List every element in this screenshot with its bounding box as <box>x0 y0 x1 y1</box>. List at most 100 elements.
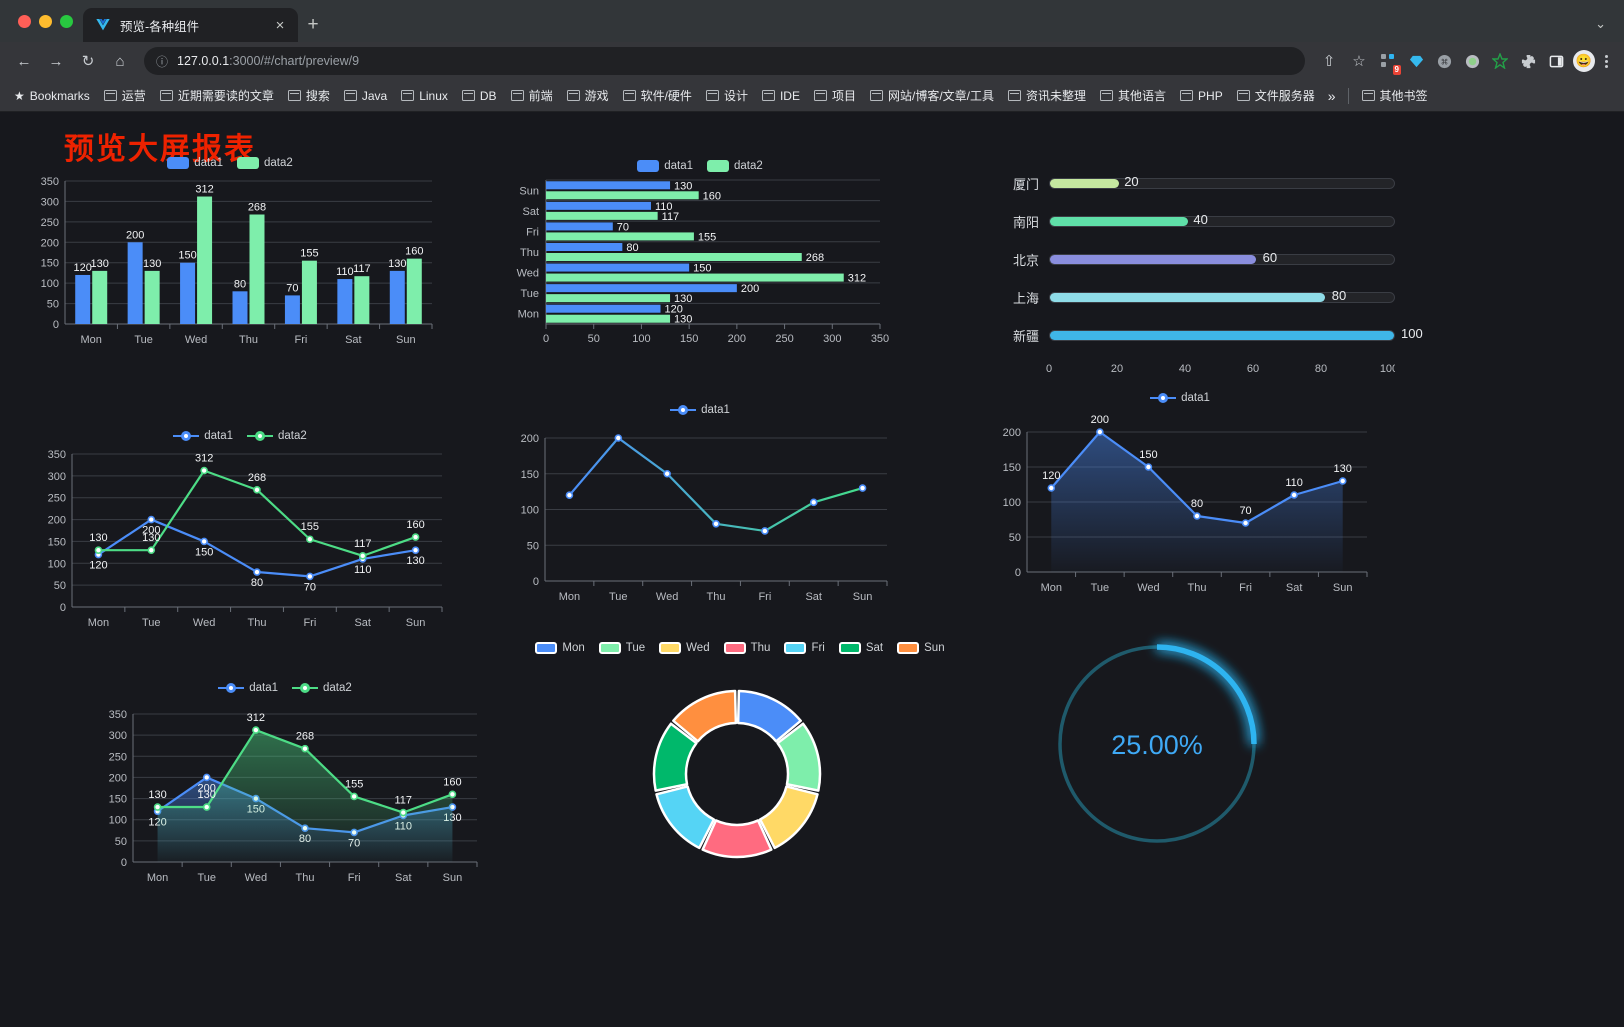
point-value-label: 130 <box>1334 463 1352 475</box>
progress-fill <box>1050 292 1326 302</box>
close-tab-button[interactable]: × <box>275 16 285 34</box>
legend-item-Mon[interactable]: Mon <box>535 642 585 654</box>
bookmark-folder-资讯未整理[interactable]: 资讯未整理 <box>1002 84 1092 107</box>
bookmark-folder-Java[interactable]: Java <box>338 86 393 106</box>
legend-item-Tue[interactable]: Tue <box>598 642 645 654</box>
legend-item-data2[interactable]: data2 <box>247 430 307 442</box>
folder-icon <box>103 90 117 101</box>
profile-avatar[interactable]: 😀 <box>1571 48 1597 74</box>
legend-item-data1[interactable]: data1 <box>670 404 730 416</box>
legend-item-data1[interactable]: data1 <box>167 157 223 169</box>
bookmark-folder-近期需要读的文章[interactable]: 近期需要读的文章 <box>154 84 280 107</box>
bookmark-star-icon[interactable]: ☆ <box>1352 53 1366 70</box>
site-info-icon[interactable]: ⓘ <box>156 54 169 69</box>
point-value-label: 160 <box>406 519 424 531</box>
share-icon[interactable]: ⇧ <box>1322 53 1336 70</box>
diamond-icon[interactable] <box>1403 48 1429 74</box>
reload-button[interactable]: ↻ <box>81 53 95 70</box>
star-outline-green-icon[interactable] <box>1487 48 1513 74</box>
bookmark-folder-软件/硬件[interactable]: 软件/硬件 <box>617 84 698 107</box>
x-tick-label: Fri <box>303 617 316 629</box>
bookmark-folder-其他语言[interactable]: 其他语言 <box>1094 84 1172 107</box>
legend-item-data2[interactable]: data2 <box>707 160 763 172</box>
chart-area-two-series: data1 data2 0 50 100 150 200 250 300 350 Mon Tue W… <box>85 682 485 894</box>
y-tick-label: 350 <box>48 449 66 461</box>
legend-item-Sun[interactable]: Sun <box>897 642 945 654</box>
legend-item-data1[interactable]: data1 <box>218 682 278 694</box>
bar-value-label: 110 <box>655 201 673 213</box>
donut-slice-Sun <box>672 689 738 743</box>
legend-area-two-series: data1 data2 <box>85 682 485 694</box>
circle-icon[interactable] <box>1459 48 1485 74</box>
x-tick-label: Wed <box>185 334 207 346</box>
legend-item-Wed[interactable]: Wed <box>659 642 710 654</box>
close-window-button[interactable] <box>18 14 31 28</box>
legend-swatch-Thu <box>723 642 746 654</box>
bookmark-label: DB <box>479 88 497 103</box>
legend-item-data2[interactable]: data2 <box>292 682 352 694</box>
other-bookmarks-folder[interactable]: 其他书签 <box>1356 84 1434 107</box>
bar-data1-Tue <box>127 242 143 324</box>
bar-data2-Thu <box>249 214 265 324</box>
bookmark-folder-文件服务器[interactable]: 文件服务器 <box>1231 84 1321 107</box>
bookmark-folder-Linux[interactable]: Linux <box>395 86 454 106</box>
bookmark-folder-游戏[interactable]: 游戏 <box>561 84 615 107</box>
data-point <box>202 773 211 782</box>
address-bar[interactable]: ⓘ 127.0.0.1:3000/#/chart/preview/9 <box>144 47 1305 75</box>
legend-swatch-Mon <box>535 642 558 654</box>
bookmark-folder-DB[interactable]: DB <box>456 86 503 106</box>
legend-item-Fri[interactable]: Fri <box>784 642 825 654</box>
folder-icon <box>1180 90 1194 101</box>
y-tick-label: 250 <box>48 493 66 505</box>
side-panel-icon[interactable] <box>1543 48 1569 74</box>
bookmark-folder-搜索[interactable]: 搜索 <box>282 84 336 107</box>
forward-button[interactable]: → <box>48 52 64 70</box>
bookmarks-root[interactable]: ★ Bookmarks <box>8 86 96 106</box>
legend-item-data2[interactable]: data2 <box>237 157 293 169</box>
bookmarks-bar: ★ Bookmarks 运营 近期需要读的文章 搜索 Java Linux DB 前端 游戏 软件/… <box>0 80 1624 112</box>
bookmark-folder-前端[interactable]: 前端 <box>505 84 559 107</box>
y-tick-label: Sat <box>522 206 539 218</box>
minimize-window-button[interactable] <box>39 14 52 28</box>
legend-item-Thu[interactable]: Thu <box>723 642 770 654</box>
bookmark-label: 其他书签 <box>1379 89 1428 103</box>
home-button[interactable]: ⌂ <box>115 52 125 70</box>
new-tab-button[interactable]: + <box>307 14 319 35</box>
maximize-window-button[interactable] <box>60 14 73 28</box>
bookmark-folder-PHP[interactable]: PHP <box>1174 86 1229 106</box>
legend-item-data1[interactable]: data1 <box>637 160 693 172</box>
bookmark-folder-项目[interactable]: 项目 <box>808 84 862 107</box>
extensions-grid-icon[interactable]: 9 <box>1375 48 1401 75</box>
legend-label-Mon: Mon <box>562 642 585 654</box>
legend-item-data1[interactable]: data1 <box>173 430 233 442</box>
bookmark-folder-设计[interactable]: 设计 <box>700 84 754 107</box>
progress-row-上海: 上海 80 <box>995 278 1395 316</box>
browser-menu-button[interactable] <box>1599 54 1614 68</box>
bookmark-folder-网站/博客/文章/工具[interactable]: 网站/博客/文章/工具 <box>864 84 1000 107</box>
progress-label: 南阳 <box>1012 214 1039 230</box>
command-icon[interactable]: ⌘ <box>1431 48 1457 74</box>
puzzle-icon[interactable] <box>1515 48 1541 74</box>
back-button[interactable]: ← <box>16 52 32 70</box>
bookmark-folder-运营[interactable]: 运营 <box>98 84 152 107</box>
point-value-label: 312 <box>195 453 213 465</box>
bookmarks-overflow-button[interactable]: » <box>1327 87 1336 104</box>
point-value-label: 130 <box>89 532 107 544</box>
legend-item-data1[interactable]: data1 <box>1150 392 1210 404</box>
data-point <box>350 792 358 801</box>
bookmark-folder-IDE[interactable]: IDE <box>756 86 806 106</box>
legend-swatch-Fri <box>784 642 807 654</box>
x-tick-label: Sun <box>396 334 416 346</box>
progress-rows: 厦门 20 南阳 40 北京 60 上海 80 新疆 100 <box>995 164 1423 354</box>
window-controls[interactable] <box>10 0 83 42</box>
legend-swatch-Sat <box>838 642 861 654</box>
y-tick-label: 250 <box>109 751 127 763</box>
x-tick-label: Wed <box>1137 582 1159 594</box>
browser-tab[interactable]: 预览-各种组件 × <box>83 8 298 42</box>
legend-item-Sat[interactable]: Sat <box>838 642 883 654</box>
x-tick-label: 200 <box>728 333 746 345</box>
bar-value-label: 130 <box>388 258 406 270</box>
chevron-down-icon[interactable]: ⌄ <box>1595 16 1606 31</box>
legend-line-gradient: data1 <box>505 404 895 416</box>
